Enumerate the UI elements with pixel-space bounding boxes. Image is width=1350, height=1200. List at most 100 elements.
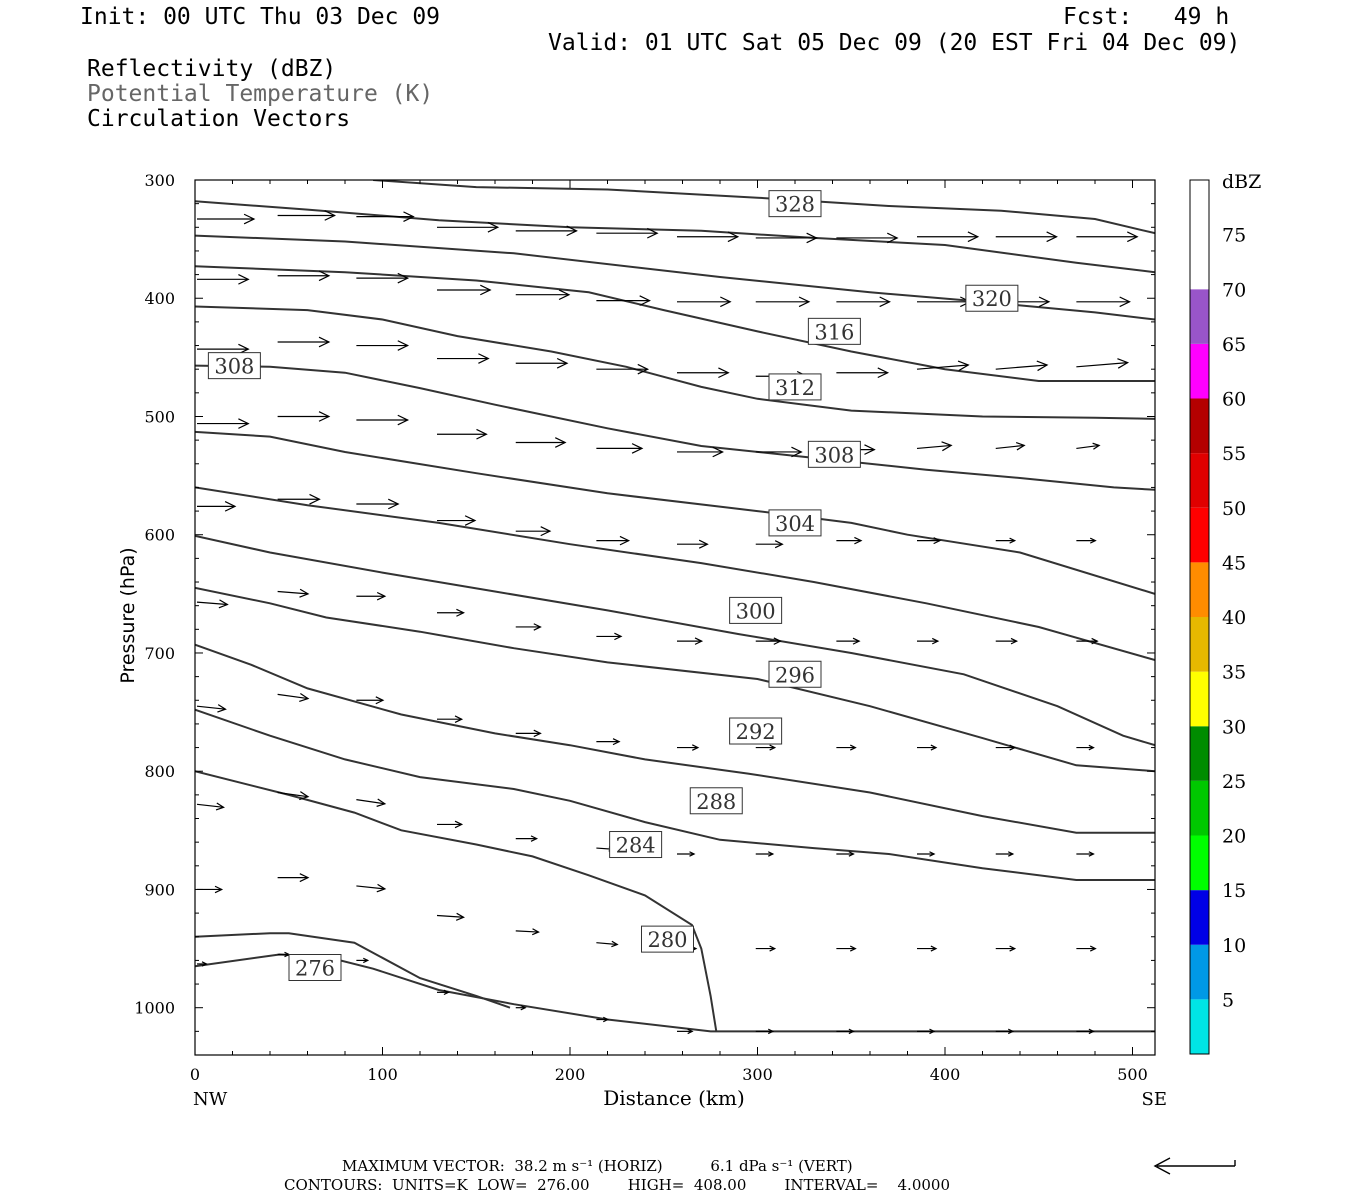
contour-label-box xyxy=(207,352,261,380)
circulation-vector xyxy=(277,951,291,958)
colorbar-level-label: 10 xyxy=(1222,935,1246,957)
circulation-vector xyxy=(515,289,571,301)
vector-head xyxy=(603,1016,610,1023)
vector-head xyxy=(478,353,490,364)
vector-head xyxy=(1046,231,1058,243)
circulation-vector xyxy=(277,210,337,221)
vector-head xyxy=(532,928,540,936)
colorbar-swatch xyxy=(1190,999,1209,1054)
circulation-vector xyxy=(596,1016,610,1023)
forecast-hour: Fcst: 49 h xyxy=(1063,4,1230,30)
vector-head xyxy=(1009,945,1017,952)
circulation-vector xyxy=(436,912,465,921)
contour-label-box xyxy=(609,831,663,859)
vector-head xyxy=(566,225,578,237)
vector-head xyxy=(619,535,631,546)
isentrope-312 xyxy=(195,305,1155,420)
vector-head xyxy=(1038,296,1051,308)
circulation-vector xyxy=(437,353,490,364)
contour-label-box xyxy=(729,596,783,624)
circulation-vector xyxy=(596,363,650,375)
circulation-vector xyxy=(356,591,387,601)
vector-head xyxy=(1010,637,1019,645)
vector-head xyxy=(456,608,465,617)
circulation-vector xyxy=(755,296,811,308)
colorbar-level-label: 30 xyxy=(1222,716,1246,738)
x-axis-label: Distance (km) xyxy=(603,1086,745,1110)
vector-head xyxy=(1009,537,1017,544)
vector-head xyxy=(611,940,619,948)
circulation-vector xyxy=(917,945,938,952)
x-tick-label: 500 xyxy=(1117,1065,1148,1084)
vector-head xyxy=(218,599,229,609)
circulation-vector xyxy=(677,231,740,243)
x-tick-label: 0 xyxy=(190,1065,200,1084)
isentrope-280 xyxy=(195,770,718,1032)
contour-label: 276 xyxy=(295,957,335,981)
vector-head xyxy=(941,441,953,452)
circulation-vector xyxy=(515,729,542,738)
circulation-vector xyxy=(917,851,936,857)
circulation-vector xyxy=(197,501,237,512)
circulation-vector xyxy=(437,515,477,526)
contour-label: 312 xyxy=(775,376,815,400)
circulation-vector xyxy=(995,1028,1015,1035)
vector-head xyxy=(363,957,370,964)
vector-head xyxy=(397,414,410,426)
vector-head xyxy=(769,945,777,952)
circulation-vector xyxy=(197,273,250,285)
circulation-vector xyxy=(1076,358,1130,369)
plot-frame xyxy=(194,179,1156,1056)
circulation-vector xyxy=(917,231,980,243)
vector-head xyxy=(806,232,818,244)
circulation-vector xyxy=(755,637,782,645)
circulation-vector xyxy=(437,608,465,617)
circulation-vector xyxy=(836,536,863,545)
colorbar-swatch xyxy=(1190,617,1209,672)
circulation-vector xyxy=(677,296,732,308)
vector-head xyxy=(931,637,940,645)
circulation-vector xyxy=(677,637,704,645)
isentrope-308 xyxy=(195,364,1155,491)
circulation-vector xyxy=(836,851,855,857)
vector-head xyxy=(929,1028,936,1035)
circulation-vector xyxy=(995,945,1017,952)
isentrope-276 xyxy=(195,932,511,1009)
circulation-vector xyxy=(356,957,370,964)
vector-head xyxy=(318,336,331,348)
circulation-vector xyxy=(917,537,942,545)
circulation-vector xyxy=(917,637,940,645)
vector-head xyxy=(1007,1028,1015,1035)
vector-shaft xyxy=(277,693,309,700)
contour-label-box xyxy=(729,717,783,745)
vector-shaft xyxy=(515,930,539,933)
vector-head xyxy=(558,289,571,301)
contour-info-note: CONTOURS: UNITS=K LOW= 276.00 HIGH= 408.… xyxy=(284,1176,950,1194)
vector-layer xyxy=(196,210,1139,1035)
circulation-vector xyxy=(836,945,857,952)
colorbar: 5 10 15 20 25 30 35 40 45 50 55 60 65 70 75 dBZ xyxy=(1189,171,1261,1055)
maximum-vector-note: MAXIMUM VECTOR: 38.2 m s⁻¹ (HORIZ) 6.1 d… xyxy=(342,1157,853,1175)
colorbar-level-label: 35 xyxy=(1222,662,1246,684)
contour-label: 308 xyxy=(814,443,854,467)
vector-head xyxy=(1088,744,1095,751)
field-potential-temperature: Potential Temperature (K) xyxy=(87,81,434,107)
vector-head xyxy=(299,692,310,702)
vector-head xyxy=(1127,231,1139,243)
colorbar-top-cell xyxy=(1190,180,1209,235)
y-tick-label: 700 xyxy=(144,644,175,663)
y-axis-label: Pressure (hPa) xyxy=(117,547,139,683)
vector-head xyxy=(376,883,387,893)
vector-shaft xyxy=(196,601,228,606)
vector-head xyxy=(854,536,863,545)
circulation-vector xyxy=(596,227,659,239)
circulation-vector xyxy=(917,744,938,751)
contour-label: 296 xyxy=(775,663,815,687)
circulation-vector xyxy=(356,798,387,807)
vector-head xyxy=(480,284,492,296)
vector-shaft xyxy=(1076,362,1128,368)
vector-head xyxy=(533,729,542,738)
vector-head xyxy=(376,798,387,807)
colorbar-swatch xyxy=(1190,343,1209,399)
